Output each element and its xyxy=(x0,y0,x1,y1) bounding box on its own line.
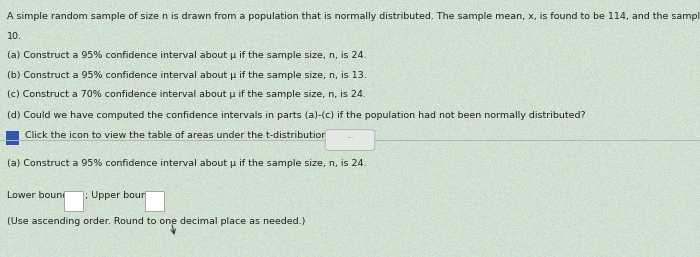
Text: Click the icon to view the table of areas under the t-distribution.: Click the icon to view the table of area… xyxy=(25,131,330,140)
FancyBboxPatch shape xyxy=(325,130,375,151)
Text: Lower bound:: Lower bound: xyxy=(7,191,74,200)
Text: (d) Could we have computed the confidence intervals in parts (a)-(c) if the popu: (d) Could we have computed the confidenc… xyxy=(7,111,586,120)
Text: (b) Construct a 95% confidence interval about μ if the sample size, n, is 13.: (b) Construct a 95% confidence interval … xyxy=(7,71,367,80)
Text: (Use ascending order. Round to one decimal place as needed.): (Use ascending order. Round to one decim… xyxy=(7,217,305,226)
Text: (c) Construct a 70% confidence interval about μ if the sample size, n, is 24.: (c) Construct a 70% confidence interval … xyxy=(7,90,366,99)
Text: ···: ··· xyxy=(346,134,354,143)
Text: A simple random sample of size n is drawn from a population that is normally dis: A simple random sample of size n is draw… xyxy=(7,12,700,21)
Text: ; Upper bound:: ; Upper bound: xyxy=(85,191,160,200)
FancyBboxPatch shape xyxy=(64,191,83,211)
FancyBboxPatch shape xyxy=(145,191,164,211)
Text: (a) Construct a 95% confidence interval about μ if the sample size, n, is 24.: (a) Construct a 95% confidence interval … xyxy=(7,159,367,168)
Text: 10.: 10. xyxy=(7,32,22,41)
FancyBboxPatch shape xyxy=(5,130,19,145)
Text: (a) Construct a 95% confidence interval about μ if the sample size, n, is 24.: (a) Construct a 95% confidence interval … xyxy=(7,51,367,60)
